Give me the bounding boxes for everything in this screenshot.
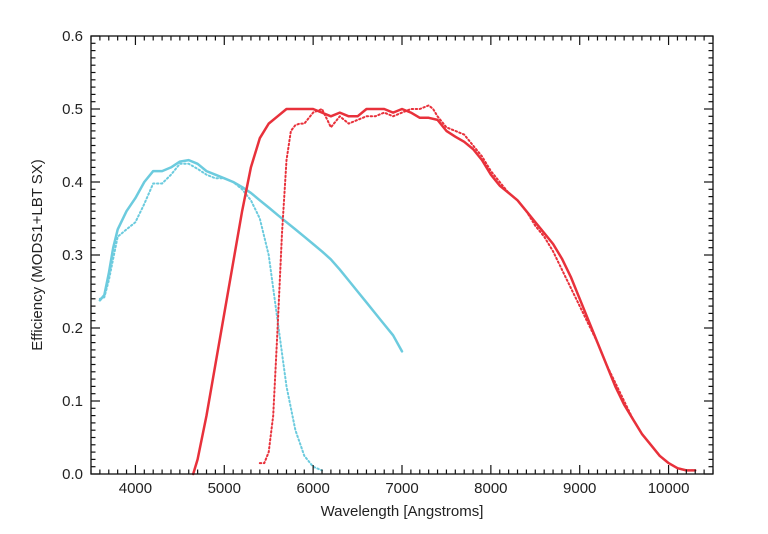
x-tick-label: 5000 bbox=[208, 480, 241, 497]
x-tick-label: 9000 bbox=[563, 480, 596, 497]
x-axis-label: Wavelength [Angstroms] bbox=[321, 503, 484, 520]
series-layer bbox=[98, 104, 697, 476]
plot-frame bbox=[90, 35, 714, 475]
y-axis: 0.0 0.1 0.2 0.3 0.4 0.5 0.6 bbox=[62, 28, 713, 483]
series-line-3 bbox=[191, 107, 697, 476]
series-line-4 bbox=[258, 104, 697, 472]
y-tick-label: 0.3 bbox=[62, 247, 83, 264]
x-tick-label: 7000 bbox=[385, 480, 418, 497]
y-tick-label: 0.5 bbox=[62, 101, 83, 118]
series-line-2 bbox=[98, 162, 323, 472]
series-line-1 bbox=[98, 158, 404, 353]
x-tick-label: 6000 bbox=[296, 480, 329, 497]
y-tick-label: 0.2 bbox=[62, 320, 83, 337]
y-tick-label: 0.1 bbox=[62, 393, 83, 410]
x-axis: 4000 5000 6000 7000 8000 9000 10000 bbox=[90, 36, 714, 497]
y-tick-label: 0.0 bbox=[62, 466, 83, 483]
y-tick-label: 0.6 bbox=[62, 28, 83, 45]
x-tick-label: 8000 bbox=[474, 480, 507, 497]
y-axis-label: Efficiency (MODS1+LBT SX) bbox=[29, 159, 46, 351]
y-tick-label: 0.4 bbox=[62, 174, 83, 191]
x-tick-label: 4000 bbox=[119, 480, 152, 497]
x-tick-label: 10000 bbox=[648, 480, 690, 497]
